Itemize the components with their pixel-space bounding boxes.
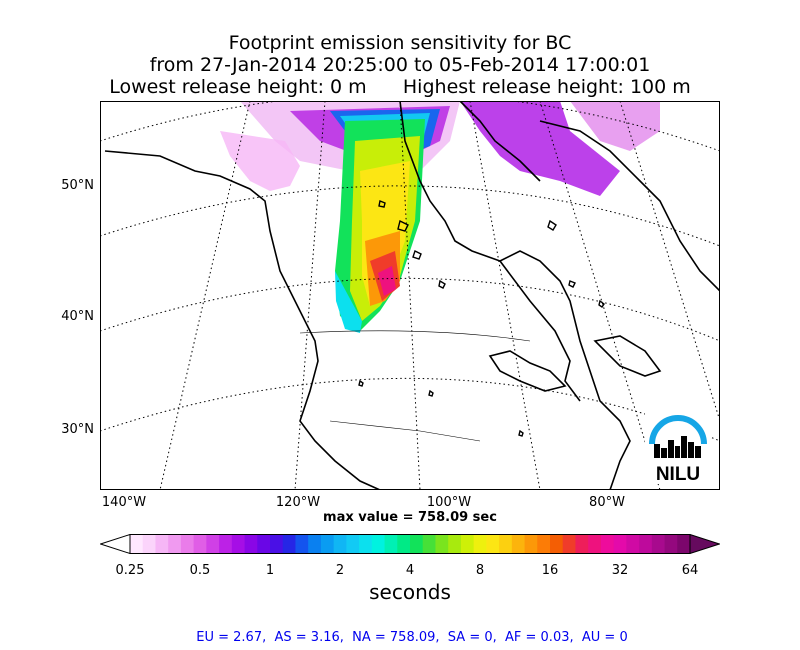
colorbar-cell (155, 534, 169, 554)
graticule (100, 101, 720, 490)
colorbar-cell (346, 534, 360, 554)
country-borders (299, 330, 531, 442)
colorbar-cell (410, 534, 424, 554)
colorbar-cell (371, 534, 385, 554)
colorbar-cell (180, 534, 195, 554)
colorbar-cell (219, 534, 233, 554)
colorbar-cell (473, 534, 487, 554)
colorbar-unit-label: seconds (369, 580, 451, 604)
max-value-label: max value = 758.09 sec (323, 510, 497, 525)
colorbar-tick: 16 (541, 563, 559, 578)
plot-title-line-3: Lowest release height: 0 m Highest relea… (109, 76, 691, 98)
colorbar-cell (206, 534, 220, 554)
colorbar-tick: 0.5 (189, 563, 211, 578)
lat-label-40n: 40°N (61, 309, 94, 324)
colorbar-cell (231, 534, 245, 554)
colorbar-tick: 8 (475, 563, 485, 578)
colorbar-cell (282, 534, 296, 554)
colorbar-tick: 0.25 (115, 563, 145, 578)
colorbar-cell (320, 534, 335, 554)
colorbar-cell (130, 534, 144, 554)
colorbar-cell (308, 534, 322, 554)
colorbar-cell (651, 534, 665, 554)
colorbar (100, 534, 720, 554)
colorbar-cell (664, 534, 678, 554)
colorbar-tick: 4 (405, 563, 415, 578)
colorbar-cell (550, 534, 564, 554)
colorbar-cell (435, 534, 449, 554)
plot-title-line-1: Footprint emission sensitivity for BC (228, 32, 572, 54)
lon-label-140w: 140°W (101, 495, 147, 510)
colorbar-cell (626, 534, 640, 554)
lat-label-50n: 50°N (61, 178, 94, 193)
colorbar-tick: 32 (611, 563, 629, 578)
nilu-logo-text: NILU (656, 464, 700, 484)
lon-label-100w: 100°W (426, 495, 472, 510)
colorbar-cell (333, 534, 347, 554)
region-totals: EU = 2.67, AS = 3.16, NA = 758.09, SA = … (196, 630, 628, 645)
footprint-plume (220, 101, 660, 333)
colorbar-cell (359, 534, 373, 554)
colorbar-cell (193, 534, 207, 554)
lakes (358, 200, 605, 437)
nilu-logo: NILU (645, 410, 711, 484)
colorbar-cell (142, 534, 156, 554)
colorbar-cell (511, 534, 525, 554)
colorbar-cell (562, 534, 576, 554)
colorbar-cell (613, 534, 627, 554)
colorbar-cell (397, 534, 411, 554)
colorbar-cell (460, 534, 475, 554)
coastlines (104, 101, 720, 490)
colorbar-cell (168, 534, 182, 554)
plot-title-line-2: from 27-Jan-2014 20:25:00 to 05-Feb-2014… (149, 54, 651, 76)
colorbar-cell (257, 534, 271, 554)
colorbar-cell (270, 534, 284, 554)
colorbar-cell (588, 534, 602, 554)
colorbar-left-extension (100, 534, 131, 554)
colorbar-right-extension (689, 534, 720, 554)
colorbar-cell (244, 534, 258, 554)
colorbar-cell (448, 534, 462, 554)
colorbar-cell (537, 534, 551, 554)
colorbar-cell (677, 534, 691, 554)
colorbar-cell (639, 534, 653, 554)
colorbar-cell (295, 534, 309, 554)
colorbar-cell (600, 534, 615, 554)
colorbar-tick: 64 (681, 563, 699, 578)
colorbar-cell (524, 534, 538, 554)
lon-label-80w: 80°W (589, 495, 625, 510)
lon-label-120w: 120°W (275, 495, 321, 510)
colorbar-tick: 1 (265, 563, 275, 578)
colorbar-cell (486, 534, 500, 554)
colorbar-cell (575, 534, 589, 554)
footprint-map (100, 101, 720, 490)
colorbar-cell (384, 534, 398, 554)
colorbar-cell (499, 534, 513, 554)
lat-label-30n: 30°N (61, 422, 94, 437)
colorbar-cell (422, 534, 436, 554)
colorbar-tick: 2 (335, 563, 345, 578)
